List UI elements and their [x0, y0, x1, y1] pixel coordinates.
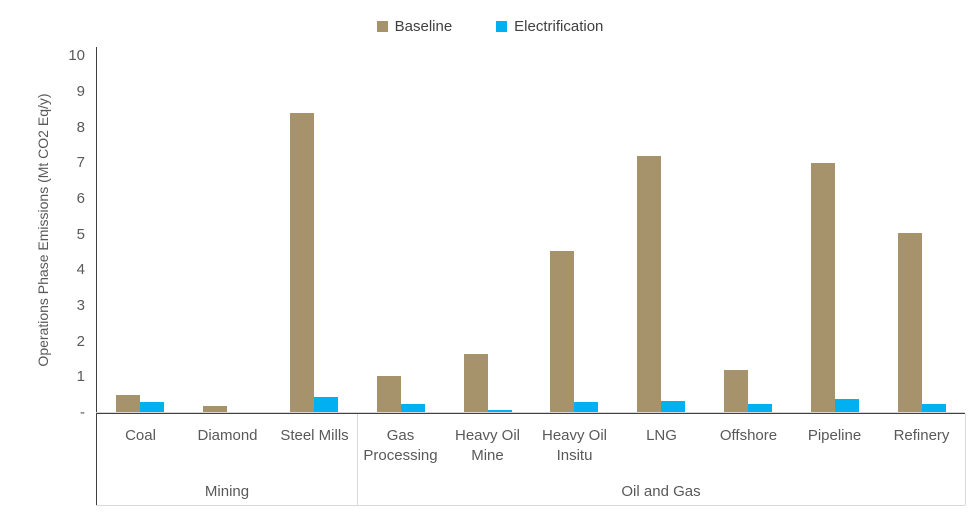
- y-tick-label-6: 6: [76, 190, 85, 208]
- y-tick-label-9: 9: [76, 83, 85, 101]
- group-label-mining: Mining: [204, 483, 250, 500]
- y-tick-label-3: 3: [76, 297, 85, 315]
- y-tick-label-0: -: [80, 404, 85, 421]
- category-label-lng: LNG: [646, 427, 677, 444]
- legend-item-electrification: Electrification: [496, 18, 603, 35]
- bar-baseline-pipeline: [811, 163, 835, 413]
- y-tick-label-7: 7: [76, 154, 85, 172]
- x-axis-highlight: [96, 412, 965, 413]
- y-tick-label-4: 4: [76, 261, 85, 279]
- category-label-heavy-oil-mine: Heavy Oil Mine: [454, 427, 521, 464]
- bar-electrification-steel-mills: [314, 397, 338, 413]
- category-label-gas-processing: Gas Processing: [363, 427, 438, 464]
- bar-baseline-heavy-oil-mine: [464, 354, 488, 413]
- bar-baseline-diamond: [203, 406, 227, 413]
- y-tick-label-5: 5: [76, 225, 85, 243]
- bar-baseline-offshore: [724, 370, 748, 413]
- category-label-heavy-oil-insitu: Heavy Oil Insitu: [541, 427, 608, 464]
- y-axis-line: [96, 47, 97, 505]
- y-tick-label-2: 2: [76, 332, 85, 350]
- legend-label: Baseline: [394, 18, 453, 35]
- y-tick-label-10: 10: [68, 47, 85, 65]
- bar-baseline-refinery: [898, 233, 922, 413]
- category-label-pipeline: Pipeline: [807, 427, 862, 444]
- bar-baseline-lng: [637, 156, 661, 413]
- group-label-oil-and-gas: Oil and Gas: [621, 483, 701, 500]
- bar-electrification-gas-processing: [401, 404, 425, 413]
- legend-swatch-baseline: [376, 21, 388, 32]
- category-label-refinery: Refinery: [893, 427, 950, 444]
- chart-legend: Baseline Electrification: [0, 18, 980, 35]
- bar-electrification-coal: [140, 402, 164, 413]
- bar-baseline-heavy-oil-insitu: [550, 251, 574, 413]
- bar-electrification-heavy-oil-insitu: [574, 402, 598, 413]
- group-area-bottom-border: [96, 505, 965, 506]
- category-label-coal: Coal: [125, 427, 156, 444]
- bar-electrification-lng: [661, 401, 685, 413]
- legend-item-baseline: Baseline: [376, 18, 453, 35]
- group-separator: [357, 414, 358, 505]
- bar-electrification-offshore: [748, 404, 772, 413]
- bar-electrification-refinery: [922, 404, 946, 413]
- bar-baseline-coal: [116, 395, 140, 413]
- bar-electrification-pipeline: [835, 399, 859, 413]
- bar-baseline-gas-processing: [377, 376, 401, 413]
- y-tick-label-8: 8: [76, 118, 85, 136]
- group-separator: [965, 414, 966, 505]
- category-label-diamond: Diamond: [197, 427, 258, 444]
- y-tick-label-1: 1: [76, 368, 85, 386]
- bar-baseline-steel-mills: [290, 113, 314, 413]
- category-label-steel-mills: Steel Mills: [280, 427, 349, 444]
- legend-swatch-electrification: [496, 21, 508, 32]
- bar-electrification-heavy-oil-mine: [488, 410, 512, 413]
- category-label-offshore: Offshore: [719, 427, 778, 444]
- legend-label: Electrification: [514, 18, 604, 35]
- x-axis-line: [96, 413, 965, 414]
